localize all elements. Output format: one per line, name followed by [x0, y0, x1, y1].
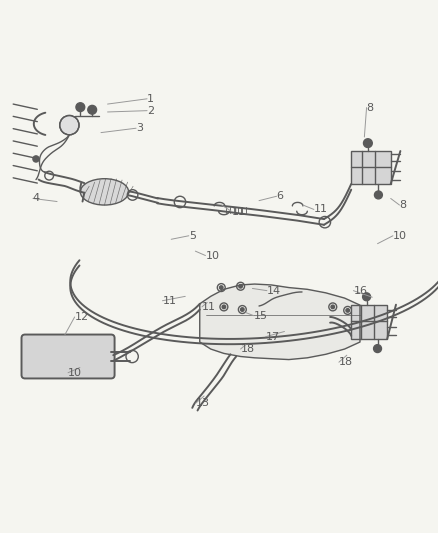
Circle shape [219, 286, 223, 289]
Text: 14: 14 [266, 286, 280, 296]
Bar [350, 151, 390, 184]
Text: 11: 11 [231, 207, 245, 216]
Circle shape [76, 103, 85, 111]
Text: 10: 10 [68, 368, 82, 378]
Text: 1: 1 [147, 94, 154, 104]
Circle shape [363, 139, 371, 148]
Text: 16: 16 [353, 286, 367, 296]
Text: 13: 13 [195, 399, 209, 408]
Text: 11: 11 [313, 205, 327, 214]
Text: 12: 12 [74, 312, 88, 322]
Text: 10: 10 [392, 231, 406, 241]
Circle shape [373, 345, 381, 352]
Text: 8: 8 [399, 200, 406, 210]
Circle shape [238, 285, 242, 288]
Circle shape [33, 156, 39, 162]
Circle shape [88, 106, 96, 114]
Text: 10: 10 [205, 251, 219, 261]
Text: 6: 6 [276, 191, 283, 201]
Circle shape [362, 293, 370, 301]
Circle shape [222, 305, 225, 309]
Text: 17: 17 [265, 332, 279, 342]
FancyBboxPatch shape [21, 335, 114, 378]
Circle shape [374, 191, 381, 199]
Ellipse shape [80, 179, 128, 205]
Text: 3: 3 [136, 123, 143, 133]
Circle shape [240, 308, 244, 311]
Circle shape [345, 309, 349, 312]
Text: 4: 4 [33, 193, 40, 204]
Circle shape [60, 116, 79, 135]
Circle shape [330, 305, 334, 309]
Text: 15: 15 [253, 311, 267, 321]
Text: 5: 5 [188, 231, 195, 241]
Polygon shape [199, 284, 359, 360]
Text: 18: 18 [338, 357, 352, 367]
Text: 11: 11 [162, 296, 176, 306]
Text: 11: 11 [201, 302, 215, 312]
Text: 2: 2 [147, 106, 154, 116]
Text: 8: 8 [366, 102, 373, 112]
Bar [350, 305, 386, 339]
Text: 18: 18 [240, 344, 254, 354]
